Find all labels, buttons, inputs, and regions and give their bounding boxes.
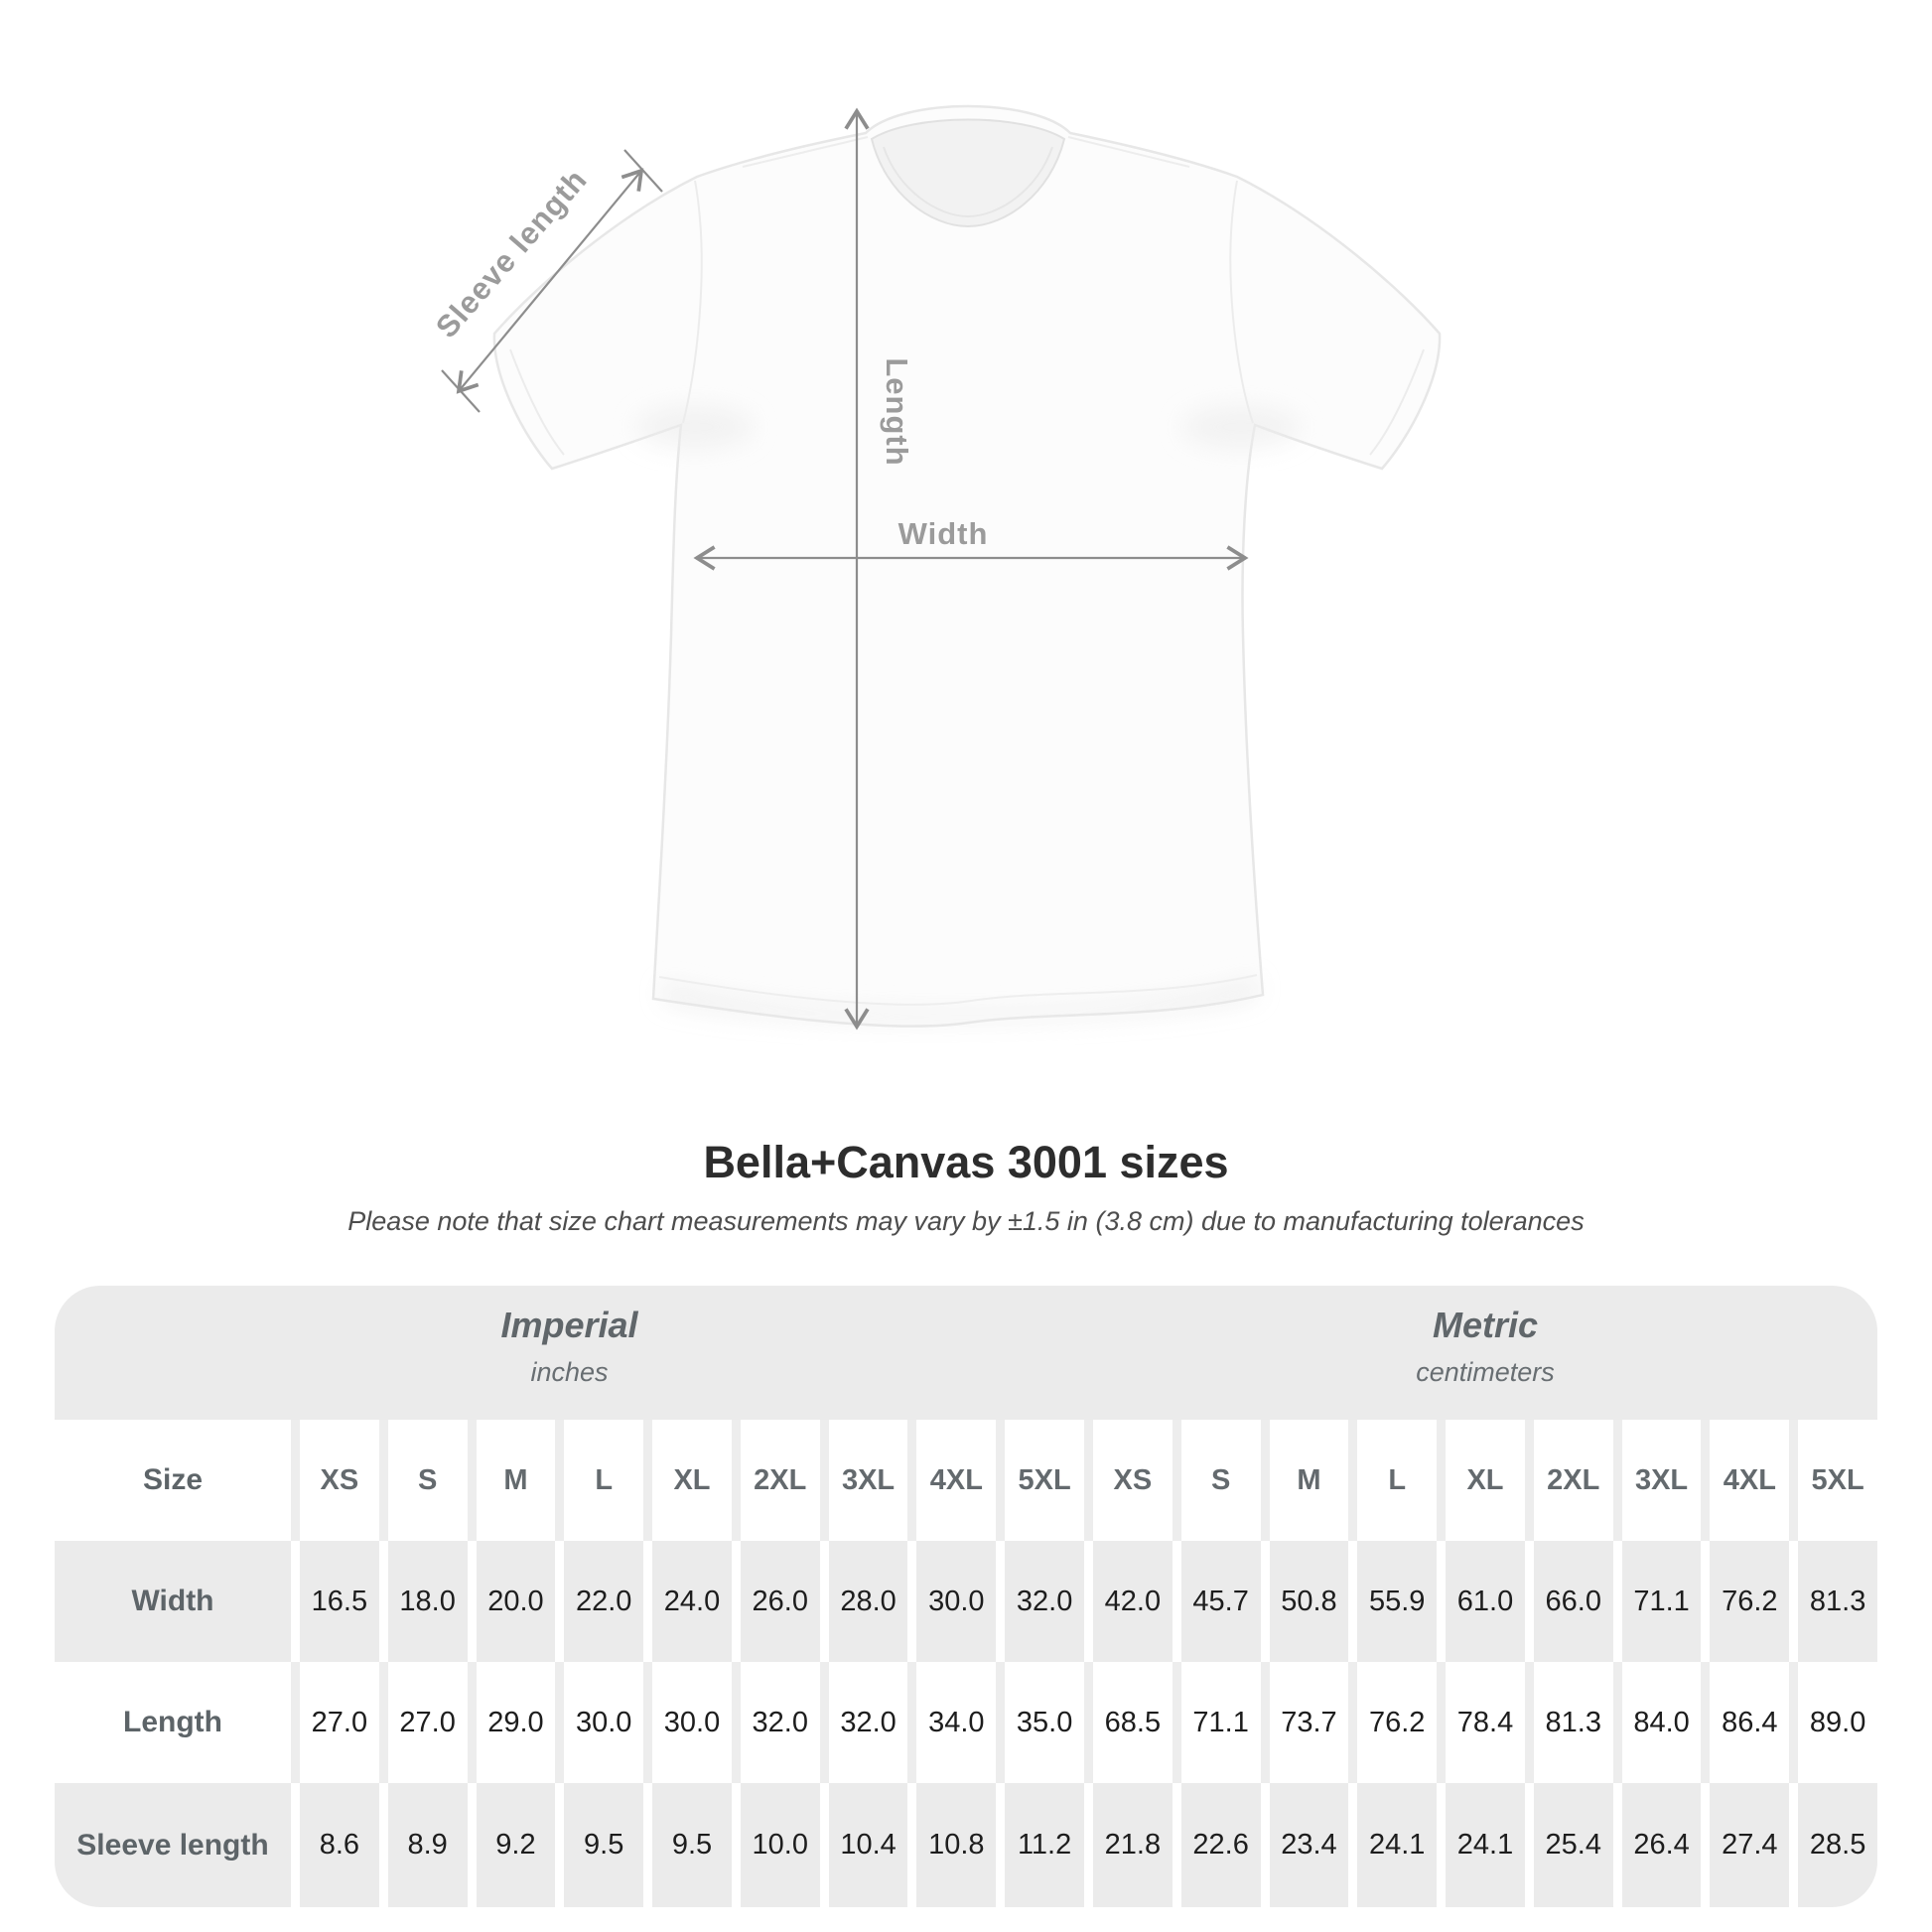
value-cell: 71.1 (1180, 1662, 1261, 1783)
collar (870, 118, 1066, 228)
imperial-section-header: Imperial inches (55, 1286, 1084, 1420)
tshirt-graphic (492, 104, 1442, 1028)
value-cell: 86.4 (1710, 1662, 1790, 1783)
value-cell: 50.8 (1269, 1541, 1349, 1662)
value-cell: 68.5 (1093, 1662, 1173, 1783)
page-title: Bella+Canvas 3001 sizes (703, 1137, 1229, 1187)
value-cell: 24.0 (652, 1541, 732, 1662)
size-cell: M (1269, 1420, 1349, 1541)
size-cell: XL (1446, 1420, 1525, 1541)
value-cell: 18.0 (387, 1541, 468, 1662)
size-cell: S (1180, 1420, 1261, 1541)
value-cell: 32.0 (828, 1662, 908, 1783)
value-cell: 21.8 (1093, 1783, 1173, 1907)
value-cell: 30.0 (652, 1662, 732, 1783)
value-cell: 26.0 (740, 1541, 820, 1662)
size-cell: XL (652, 1420, 732, 1541)
value-cell: 30.0 (564, 1662, 644, 1783)
value-cell: 16.5 (300, 1541, 379, 1662)
tolerance-note: Please note that size chart measurements… (347, 1206, 1585, 1236)
size-cell: 3XL (1621, 1420, 1702, 1541)
value-cell: 76.2 (1357, 1662, 1438, 1783)
value-cell: 23.4 (1269, 1783, 1349, 1907)
size-cell: XS (300, 1420, 379, 1541)
size-cell: 4XL (916, 1420, 997, 1541)
size-cell: 2XL (1533, 1420, 1613, 1541)
value-cell: 35.0 (1005, 1662, 1084, 1783)
value-cell: 22.6 (1180, 1783, 1261, 1907)
table-row-sleeve-length: Sleeve length 8.6 8.9 9.2 9.5 9.5 10.0 10.4 10.8… (55, 1783, 1877, 1907)
value-cell: 55.9 (1357, 1541, 1438, 1662)
size-cell: 2XL (740, 1420, 820, 1541)
size-cell: S (387, 1420, 468, 1541)
value-cell: 25.4 (1533, 1783, 1613, 1907)
value-cell: 78.4 (1446, 1662, 1525, 1783)
value-cell: 22.0 (564, 1541, 644, 1662)
value-cell: 8.6 (300, 1783, 379, 1907)
size-cell: 4XL (1710, 1420, 1790, 1541)
metric-section-header: Metric centimeters (1093, 1286, 1877, 1420)
size-cell: L (1357, 1420, 1438, 1541)
value-cell: 34.0 (916, 1662, 997, 1783)
size-cell: 5XL (1798, 1420, 1877, 1541)
value-cell: 32.0 (1005, 1541, 1084, 1662)
tshirt-diagram: Sleeve length Length Width (429, 104, 1442, 1031)
value-cell: 11.2 (1005, 1783, 1084, 1907)
value-cell: 9.2 (476, 1783, 556, 1907)
value-cell: 27.0 (387, 1662, 468, 1783)
size-header-row: Size XS S M L XL 2XL 3XL 4XL 5XL XS S M L XL 2XL 3XL 4XL 5… (55, 1420, 1877, 1541)
value-cell: 24.1 (1357, 1783, 1438, 1907)
value-cell: 27.0 (300, 1662, 379, 1783)
imperial-unit: inches (530, 1356, 609, 1387)
table-row-width: Width 16.5 18.0 20.0 22.0 24.0 26.0 28.0 30.0 32.… (55, 1541, 1877, 1662)
value-cell: 28.5 (1798, 1783, 1877, 1907)
value-cell: 76.2 (1710, 1541, 1790, 1662)
row-label: Sleeve length (55, 1783, 291, 1907)
imperial-title: Imperial (500, 1305, 638, 1345)
size-column-header: Size (55, 1420, 291, 1541)
value-cell: 61.0 (1446, 1541, 1525, 1662)
metric-title: Metric (1432, 1305, 1539, 1345)
value-cell: 30.0 (916, 1541, 997, 1662)
size-table: Imperial inches Metric centimeters Size X… (55, 1286, 1877, 1907)
row-label: Width (55, 1541, 291, 1662)
value-cell: 10.8 (916, 1783, 997, 1907)
value-cell: 28.0 (828, 1541, 908, 1662)
value-cell: 26.4 (1621, 1783, 1702, 1907)
value-cell: 42.0 (1093, 1541, 1173, 1662)
value-cell: 32.0 (740, 1662, 820, 1783)
value-cell: 45.7 (1180, 1541, 1261, 1662)
size-cell: 3XL (828, 1420, 908, 1541)
table-row-length: Length 27.0 27.0 29.0 30.0 30.0 32.0 32.0 34.0 35… (55, 1662, 1877, 1783)
sleeve-length-arrow (456, 168, 644, 394)
width-label: Width (898, 516, 989, 551)
value-cell: 9.5 (564, 1783, 644, 1907)
size-cell: XS (1093, 1420, 1173, 1541)
value-cell: 10.0 (740, 1783, 820, 1907)
value-cell: 10.4 (828, 1783, 908, 1907)
value-cell: 20.0 (476, 1541, 556, 1662)
value-cell: 29.0 (476, 1662, 556, 1783)
units-header-band: Imperial inches Metric centimeters (55, 1286, 1877, 1420)
value-cell: 71.1 (1621, 1541, 1702, 1662)
value-cell: 81.3 (1533, 1662, 1613, 1783)
value-cell: 9.5 (652, 1783, 732, 1907)
value-cell: 24.1 (1446, 1783, 1525, 1907)
size-cell: 5XL (1005, 1420, 1084, 1541)
value-cell: 84.0 (1621, 1662, 1702, 1783)
length-label: Length (880, 357, 914, 466)
value-cell: 89.0 (1798, 1662, 1877, 1783)
value-cell: 27.4 (1710, 1783, 1790, 1907)
dimension-annotations (441, 107, 1249, 1031)
size-cell: L (564, 1420, 644, 1541)
value-cell: 81.3 (1798, 1541, 1877, 1662)
value-cell: 73.7 (1269, 1662, 1349, 1783)
row-label: Length (55, 1662, 291, 1783)
value-cell: 66.0 (1533, 1541, 1613, 1662)
size-cell: M (476, 1420, 556, 1541)
value-cell: 8.9 (387, 1783, 468, 1907)
metric-unit: centimeters (1416, 1356, 1555, 1387)
